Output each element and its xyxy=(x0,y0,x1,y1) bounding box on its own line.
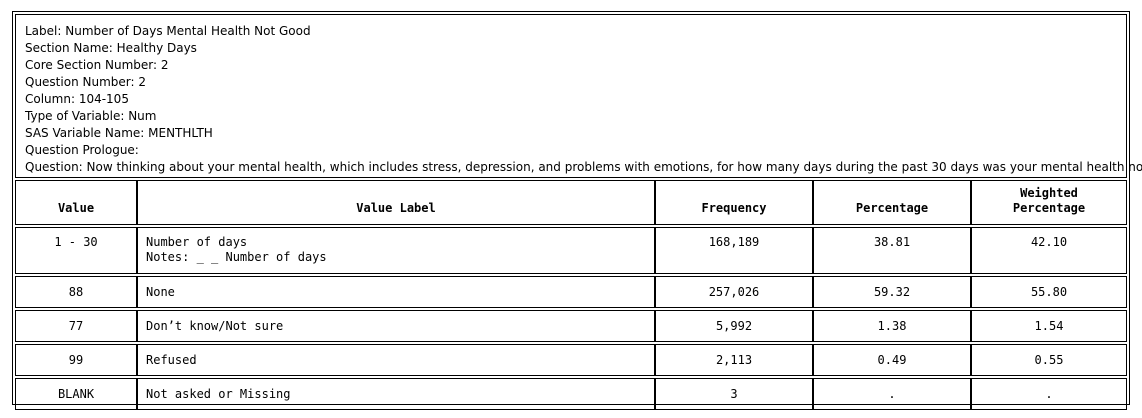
col-header-value-label: Value Label xyxy=(137,180,655,225)
cell-value: 88 xyxy=(15,276,137,308)
table-row: 99 Refused 2,113 0.49 0.55 xyxy=(15,344,1127,376)
cell-frequency: 168,189 xyxy=(655,227,813,274)
cell-frequency: 3 xyxy=(655,378,813,410)
codebook-entry: Label: Number of Days Mental Health Not … xyxy=(12,11,1142,410)
cell-frequency: 257,026 xyxy=(655,276,813,308)
cell-value: 77 xyxy=(15,310,137,342)
cell-frequency: 5,992 xyxy=(655,310,813,342)
core-section-number: Core Section Number: 2 xyxy=(25,58,169,72)
col-header-value: Value xyxy=(15,180,137,225)
cell-value: BLANK xyxy=(15,378,137,410)
variable-type: Type of Variable: Num xyxy=(25,109,157,123)
section-name: Section Name: Healthy Days xyxy=(25,41,197,55)
cell-value-label: Don’t know/Not sure xyxy=(137,310,655,342)
cell-weighted-percentage: 55.80 xyxy=(971,276,1127,308)
column-range: Column: 104-105 xyxy=(25,92,129,106)
cell-percentage: 38.81 xyxy=(813,227,971,274)
cell-weighted-percentage: 42.10 xyxy=(971,227,1127,274)
table-row: 88 None 257,026 59.32 55.80 xyxy=(15,276,1127,308)
table-header-row: Value Value Label Frequency Percentage W… xyxy=(15,180,1127,225)
cell-percentage: 59.32 xyxy=(813,276,971,308)
row-label: Number of days xyxy=(146,235,248,249)
table-row: 1 - 30 Number of days Notes: _ _ Number o… xyxy=(15,227,1127,274)
question-number: Question Number: 2 xyxy=(25,75,146,89)
cell-weighted-percentage: 0.55 xyxy=(971,344,1127,376)
col-header-frequency: Frequency xyxy=(655,180,813,225)
cell-percentage: . xyxy=(813,378,971,410)
cell-percentage: 0.49 xyxy=(813,344,971,376)
variable-info-panel: Label: Number of Days Mental Health Not … xyxy=(15,14,1142,178)
cell-value-label: Number of days Notes: _ _ Number of days xyxy=(137,227,655,274)
cell-frequency: 2,113 xyxy=(655,344,813,376)
cell-value-label: None xyxy=(137,276,655,308)
cell-value-label: Refused xyxy=(137,344,655,376)
cell-percentage: 1.38 xyxy=(813,310,971,342)
cell-weighted-percentage: . xyxy=(971,378,1127,410)
col-header-weighted-pct: Percentage xyxy=(1012,201,1086,215)
col-header-weighted: Weighted xyxy=(1020,186,1078,200)
frequency-table: Value Value Label Frequency Percentage W… xyxy=(15,180,1127,410)
col-header-percentage: Percentage xyxy=(813,180,971,225)
table-row: 77 Don’t know/Not sure 5,992 1.38 1.54 xyxy=(15,310,1127,342)
table-row: BLANK Not asked or Missing 3 . . xyxy=(15,378,1127,410)
question-text: Question: Now thinking about your mental… xyxy=(25,160,1142,174)
cell-value: 99 xyxy=(15,344,137,376)
cell-value-label: Not asked or Missing xyxy=(137,378,655,410)
cell-value: 1 - 30 xyxy=(15,227,137,274)
row-note: Notes: _ _ Number of days xyxy=(146,250,327,264)
variable-label: Label: Number of Days Mental Health Not … xyxy=(25,24,311,38)
sas-variable-name: SAS Variable Name: MENTHLTH xyxy=(25,126,213,140)
cell-weighted-percentage: 1.54 xyxy=(971,310,1127,342)
question-prologue: Question Prologue: xyxy=(25,143,139,157)
col-header-weighted-percentage: Weighted Percentage xyxy=(971,180,1127,225)
